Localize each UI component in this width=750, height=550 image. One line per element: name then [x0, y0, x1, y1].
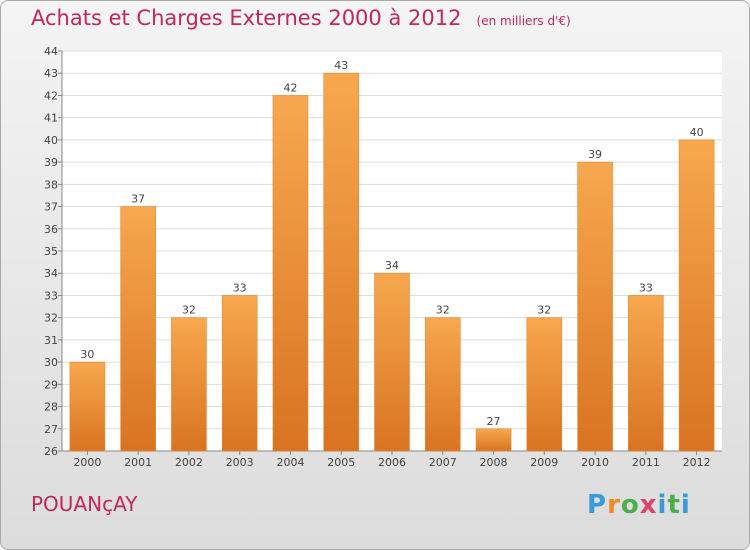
logo-letter: P	[587, 490, 608, 520]
data-label: 33	[233, 281, 247, 294]
bar	[120, 206, 156, 452]
bar	[171, 317, 207, 452]
x-tick-label: 2012	[683, 456, 711, 469]
bar	[577, 161, 613, 452]
y-tick-label: 37	[44, 201, 58, 214]
bar	[323, 72, 360, 452]
y-tick-label: 27	[44, 423, 58, 436]
bar	[272, 95, 309, 452]
bar	[526, 317, 563, 452]
y-tick-label: 41	[44, 112, 58, 125]
logo-letter: o	[620, 490, 640, 520]
x-tick-label: 2009	[530, 456, 558, 469]
chart-title: Achats et Charges Externes 2000 à 2012	[31, 6, 462, 30]
y-tick-label: 26	[44, 445, 58, 458]
data-label: 32	[182, 304, 196, 317]
logo-letter: r	[607, 490, 621, 520]
y-tick-label: 32	[44, 312, 58, 325]
data-label: 27	[487, 415, 501, 428]
y-tick-label: 36	[44, 223, 58, 236]
data-label: 34	[385, 259, 399, 272]
y-tick-label: 33	[44, 289, 58, 302]
data-label: 39	[588, 148, 602, 161]
bar	[475, 428, 512, 452]
data-label: 37	[131, 193, 145, 206]
proxiti-logo: Proxiti	[587, 490, 691, 520]
y-tick-label: 40	[44, 134, 58, 147]
commune-name: POUANçAY	[31, 492, 138, 516]
logo-letter: i	[657, 490, 668, 520]
x-tick-label: 2008	[480, 456, 508, 469]
y-tick-label: 35	[44, 245, 58, 258]
y-tick-label: 38	[44, 178, 58, 191]
y-tick-label: 34	[44, 267, 58, 280]
x-tick-label: 2003	[226, 456, 254, 469]
data-label: 32	[436, 304, 450, 317]
bar	[424, 317, 461, 452]
x-tick-label: 2002	[175, 456, 203, 469]
y-tick-label: 28	[44, 401, 58, 414]
bar	[678, 139, 715, 452]
y-tick-label: 29	[44, 378, 58, 391]
bar	[628, 295, 664, 452]
logo-letter: t	[667, 490, 681, 520]
x-tick-label: 2000	[73, 456, 101, 469]
data-label: 30	[80, 348, 94, 361]
data-label: 32	[537, 304, 551, 317]
y-tick-label: 31	[44, 334, 58, 347]
y-tick-label: 43	[44, 67, 58, 80]
bar	[69, 361, 106, 452]
logo-letter: i	[680, 490, 691, 520]
x-tick-label: 2011	[632, 456, 660, 469]
x-tick-label: 2001	[124, 456, 152, 469]
data-label: 33	[639, 281, 653, 294]
logo-letter: x	[639, 490, 658, 520]
x-tick-label: 2004	[276, 456, 304, 469]
y-tick-label: 44	[44, 45, 58, 58]
title-row: Achats et Charges Externes 2000 à 2012 (…	[31, 6, 571, 30]
y-tick-label: 30	[44, 356, 58, 369]
x-tick-label: 2007	[429, 456, 457, 469]
bar	[221, 295, 258, 452]
data-label: 42	[283, 81, 297, 94]
data-label: 40	[690, 126, 704, 139]
x-tick-label: 2006	[378, 456, 406, 469]
data-label: 43	[334, 59, 348, 72]
chart-subtitle: (en milliers d'€)	[476, 14, 571, 28]
x-tick-label: 2010	[581, 456, 609, 469]
bar	[374, 272, 410, 452]
x-tick-label: 2005	[327, 456, 355, 469]
y-tick-label: 39	[44, 156, 58, 169]
y-tick-label: 42	[44, 89, 58, 102]
